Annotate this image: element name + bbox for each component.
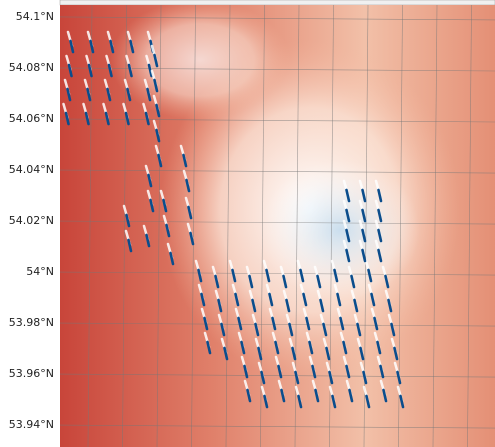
field xyxy=(60,0,495,447)
y-tick-label: 54°N xyxy=(26,265,54,278)
y-tick-label: 54.02°N xyxy=(9,214,54,227)
y-tick-label: 54.08°N xyxy=(9,61,54,74)
y-axis: 54.1°N 54.08°N 54.06°N 54.04°N 54.02°N 54°N 53… xyxy=(9,10,54,431)
y-tick-label: 53.98°N xyxy=(9,316,54,329)
map: 54.1°N 54.08°N 54.06°N 54.04°N 54.02°N 54°N 53… xyxy=(0,0,495,447)
y-tick-label: 53.94°N xyxy=(9,418,54,431)
y-tick-label: 53.96°N xyxy=(9,367,54,380)
y-tick-label: 54.04°N xyxy=(9,163,54,176)
colorbar-strip xyxy=(60,0,495,5)
y-tick-label: 54.06°N xyxy=(9,112,54,125)
y-tick-label: 54.1°N xyxy=(16,10,54,23)
